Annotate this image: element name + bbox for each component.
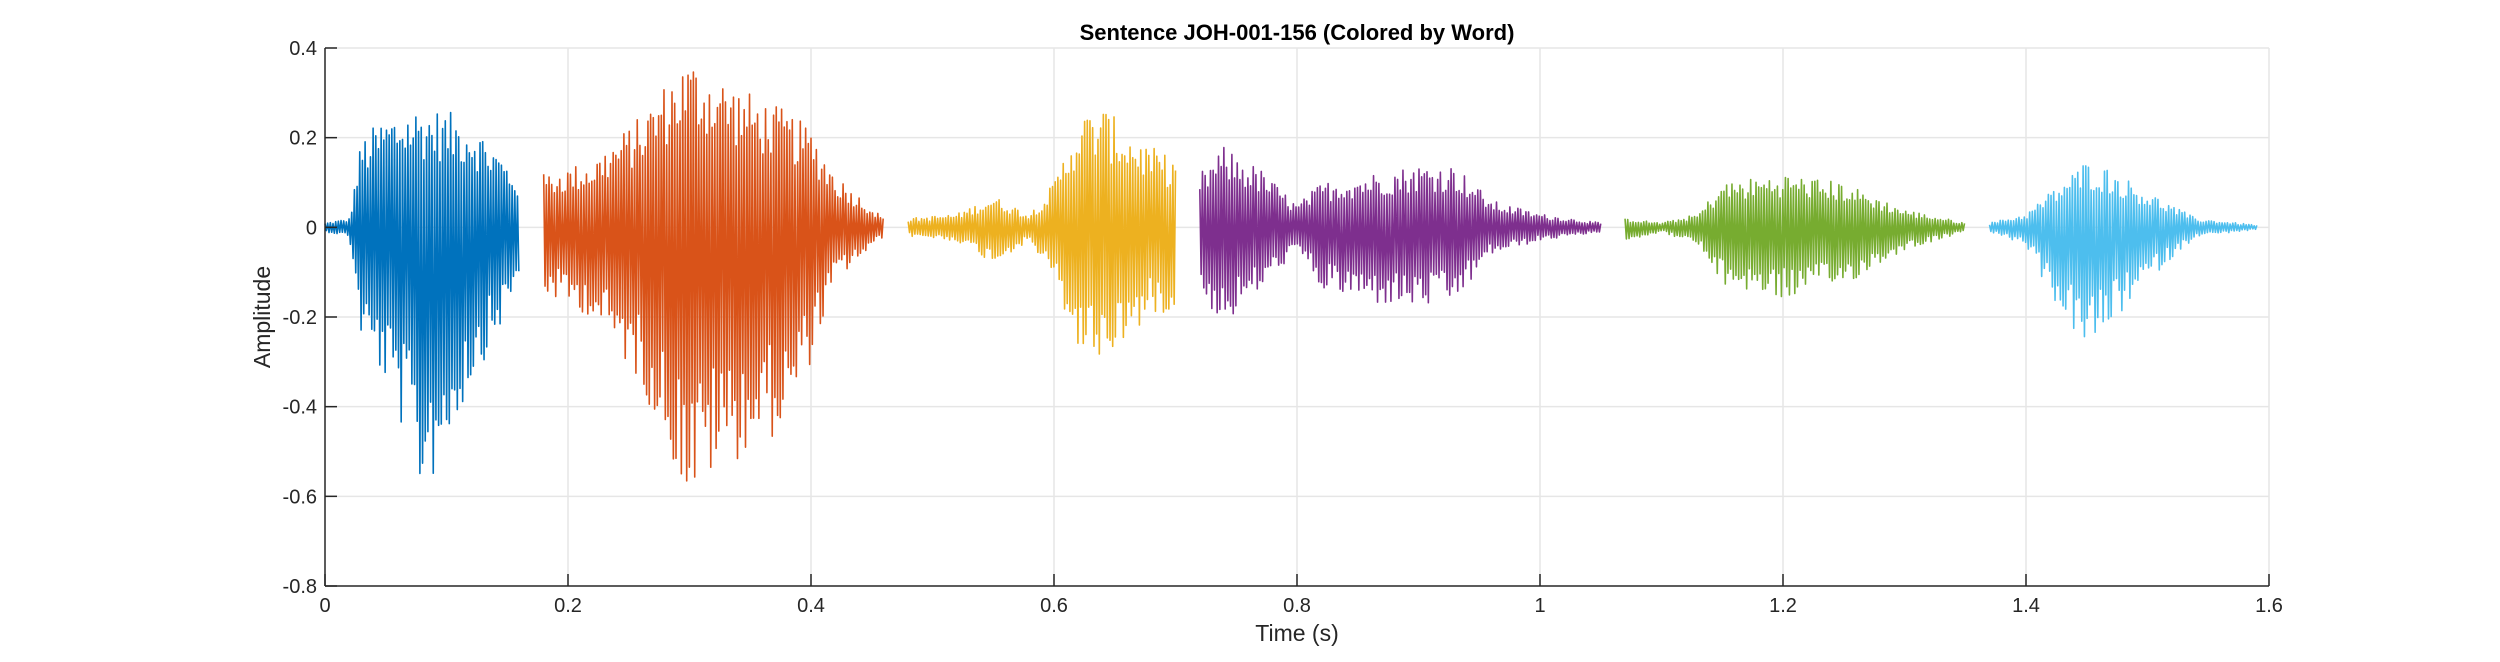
x-tick-label: 0.6 [1040, 595, 1068, 617]
y-tick-label: -0.8 [283, 576, 317, 598]
x-axis-title: Time (s) [1255, 620, 1338, 646]
y-axis-title: Amplitude [249, 266, 275, 368]
y-tick-label: 0 [306, 217, 317, 239]
ticks: 0 0.2 0.4 0.6 0.8 1 1.2 1.4 1.6 -0.8 -0.6 -0.4 -0.2 0… [283, 38, 2283, 617]
chart-title: Sentence JOH-001-156 (Colored by Word) [1080, 20, 1515, 45]
y-tick-label: 0.2 [289, 128, 317, 150]
x-tick-label: 1 [1534, 595, 1545, 617]
waveform-segment-6 [1988, 165, 2258, 338]
x-tick-label: 1.4 [2012, 595, 2040, 617]
x-tick-label: 0.2 [554, 595, 582, 617]
y-tick-label: 0.4 [289, 38, 317, 60]
y-tick-label: -0.2 [283, 307, 317, 329]
x-tick-label: 0.4 [797, 595, 825, 617]
waveform-segment-3 [907, 113, 1177, 355]
x-tick-label: 0 [319, 595, 330, 617]
waveform-segment-1 [324, 111, 520, 475]
waveform-segment-2 [542, 71, 884, 482]
x-tick-label: 0.8 [1283, 595, 1311, 617]
y-tick-label: -0.6 [283, 486, 317, 508]
waveform-series [324, 71, 2258, 482]
y-tick-label: -0.4 [283, 397, 317, 419]
waveform-segment-4 [1199, 146, 1602, 315]
x-tick-label: 1.6 [2255, 595, 2283, 617]
waveform-segment-5 [1624, 176, 1966, 298]
x-tick-label: 1.2 [1769, 595, 1797, 617]
